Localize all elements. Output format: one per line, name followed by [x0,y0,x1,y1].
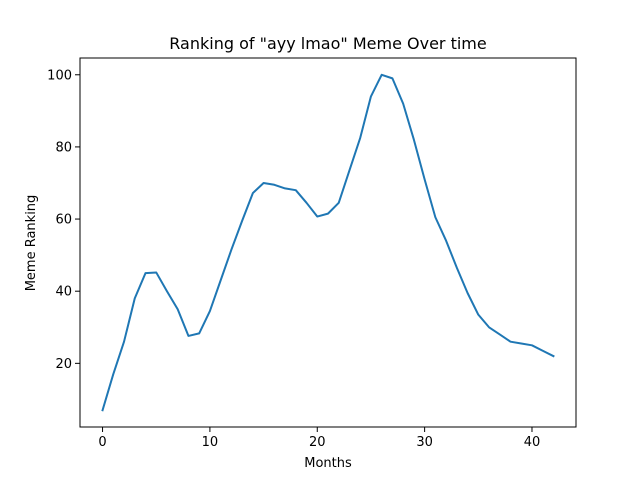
x-tick-label: 20 [309,435,326,450]
plot-frame [79,57,577,428]
series-layer [101,73,555,412]
x-tick-label: 30 [416,435,433,450]
x-tick-label: 0 [98,435,106,450]
chart-title: Ranking of "ayy lmao" Meme Over time [169,34,486,53]
x-tick-label: 40 [524,435,541,450]
y-tick-label: 100 [47,68,72,83]
y-tick-label: 80 [55,140,72,155]
y-axis-label: Meme Ranking [24,195,39,292]
x-axis-ticks: 0 10 20 30 40 [98,427,540,450]
series-line-0 [101,73,555,412]
x-axis-label: Months [304,456,352,471]
y-tick-label: 60 [55,213,72,228]
x-tick-label: 10 [202,435,219,450]
y-axis-ticks: 20 40 60 80 100 [47,68,80,372]
y-tick-label: 40 [55,285,72,300]
y-tick-label: 20 [55,357,72,372]
